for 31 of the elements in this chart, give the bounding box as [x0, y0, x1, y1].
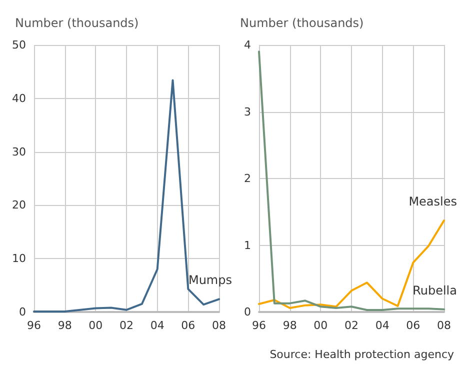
- x-tick-label: 96: [27, 319, 41, 332]
- x-tick-label: 98: [282, 319, 297, 332]
- x-tick-label: 00: [314, 319, 328, 332]
- y-tick-label: 20: [12, 198, 26, 212]
- y-tick-label: 4: [244, 38, 251, 52]
- y-tick-label: 30: [12, 145, 26, 158]
- series-label: Measles: [408, 194, 457, 209]
- y-tick-label: 3: [244, 105, 251, 118]
- x-tick-label: 04: [150, 319, 164, 332]
- y-tick-label: 1: [244, 238, 251, 252]
- y-axis-title: Number (thousands): [15, 16, 139, 30]
- y-tick-label: 10: [12, 252, 26, 266]
- series-label: Rubella: [412, 283, 457, 298]
- y-axis-title: Number (thousands): [240, 16, 364, 30]
- y-tick-label: 0: [19, 306, 26, 318]
- source-note: Source: Health protection agency: [270, 348, 454, 361]
- x-tick-label: 08: [437, 319, 451, 332]
- x-tick-label: 04: [375, 319, 390, 332]
- y-tick-label: 2: [244, 172, 251, 185]
- y-tick-label: 50: [12, 38, 26, 52]
- x-tick-label: 02: [344, 319, 358, 332]
- x-tick-label: 96: [252, 319, 266, 332]
- series-label: Mumps: [188, 273, 232, 288]
- x-tick-label: 08: [212, 319, 226, 332]
- y-tick-label: 0: [244, 306, 251, 318]
- x-tick-label: 98: [58, 319, 72, 332]
- x-tick-label: 06: [181, 319, 196, 332]
- x-tick-label: 06: [406, 319, 420, 332]
- x-tick-label: 02: [120, 319, 134, 332]
- y-tick-label: 40: [12, 92, 26, 105]
- x-tick-label: 00: [88, 319, 103, 332]
